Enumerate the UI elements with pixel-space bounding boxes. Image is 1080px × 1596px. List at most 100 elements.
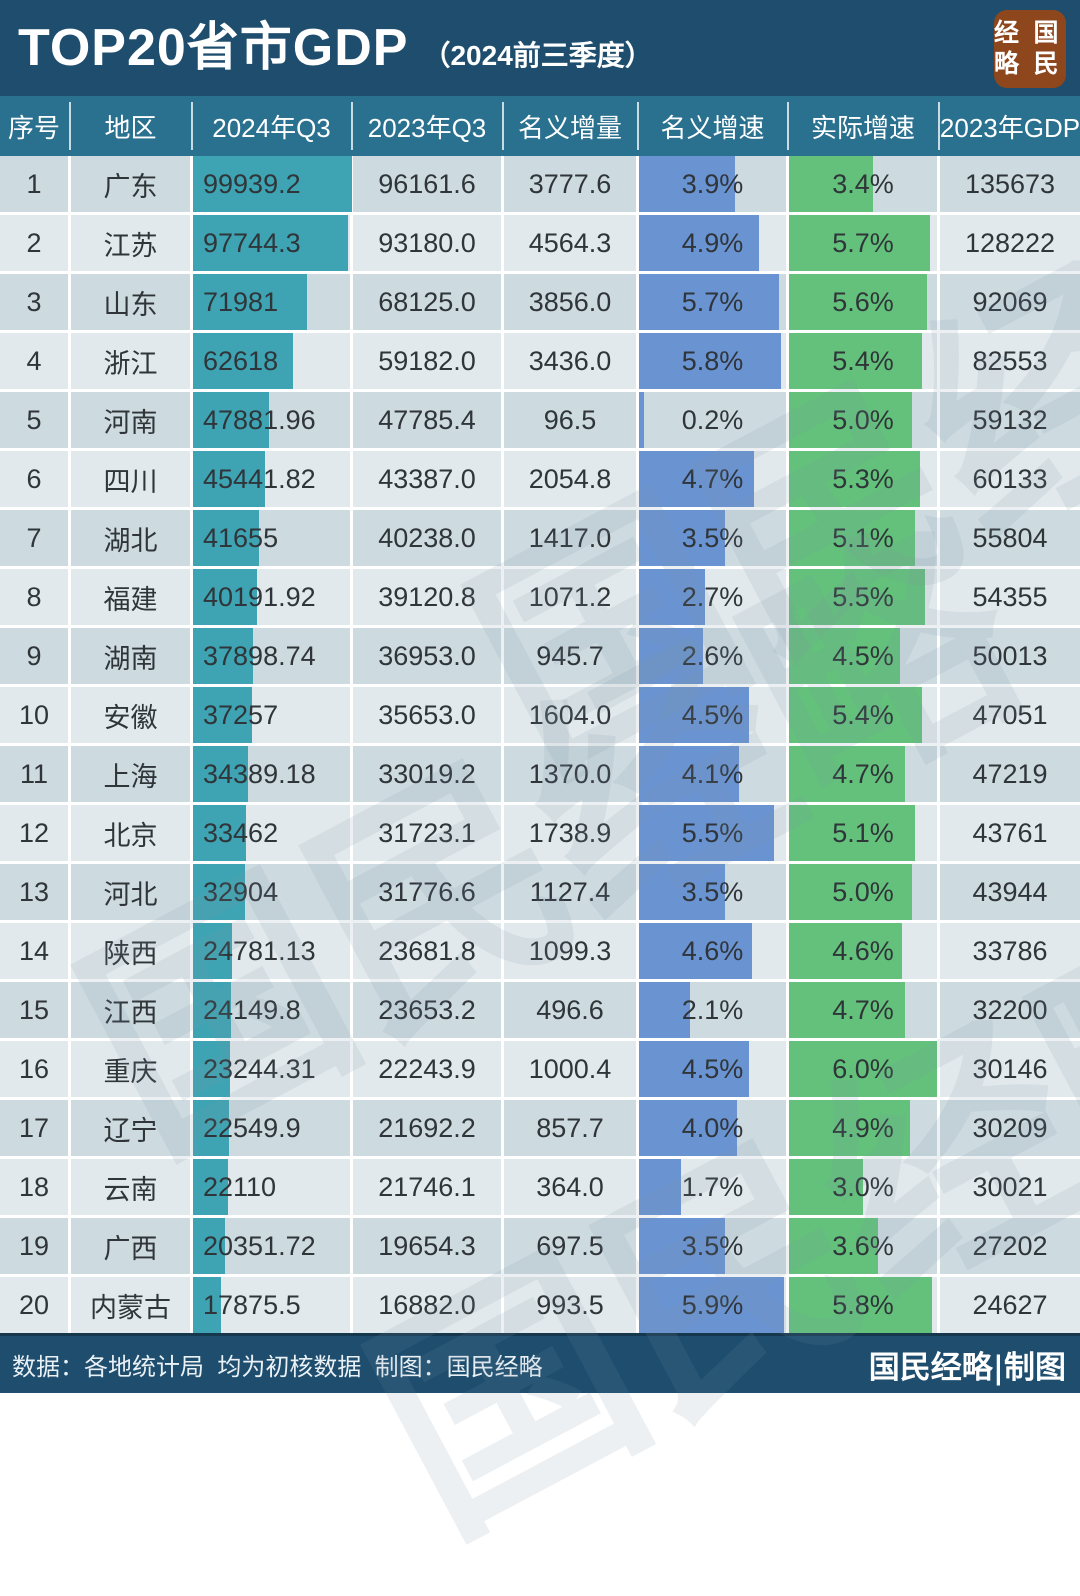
cell-nominal-growth: 3.5% xyxy=(681,522,744,553)
column-divider xyxy=(787,102,789,150)
cell-q3-2023: 23681.8 xyxy=(353,923,501,979)
cell-increase: 1738.9 xyxy=(504,805,636,861)
gdp-2024-bar xyxy=(193,451,266,507)
cell-q3-2023: 19654.3 xyxy=(353,1218,501,1274)
real-growth-bar xyxy=(789,333,923,389)
cell-region: 广西 xyxy=(71,1218,190,1274)
nominal-growth-bar xyxy=(639,510,725,566)
cell-gdp-2023: 55804 xyxy=(940,510,1080,566)
cell-q3-2023: 93180.0 xyxy=(353,215,501,271)
cell-region: 江西 xyxy=(71,982,190,1038)
cell-gdp-2023: 30209 xyxy=(940,1100,1080,1156)
cell-rank: 1 xyxy=(0,156,68,212)
cell-q3-2023: 68125.0 xyxy=(353,274,501,330)
nominal-growth-bar xyxy=(639,156,735,212)
cell-q3-2024: 71981 xyxy=(203,286,279,317)
cell-q3-2024: 45441.82 xyxy=(203,463,316,494)
cell-q3-2024: 24149.8 xyxy=(203,994,301,1025)
cell-increase: 3777.6 xyxy=(504,156,636,212)
cell-rank: 2 xyxy=(0,215,68,271)
cell-gdp-2023: 30146 xyxy=(940,1041,1080,1097)
brand-logo-right-column: 国民 xyxy=(1033,18,1059,78)
cell-gdp-2023: 60133 xyxy=(940,451,1080,507)
cell-increase: 697.5 xyxy=(504,1218,636,1274)
cell-gdp-2023: 43944 xyxy=(940,864,1080,920)
cell-rank: 17 xyxy=(0,1100,68,1156)
cell-q3-2023: 31776.6 xyxy=(353,864,501,920)
cell-q3-2024: 37898.74 xyxy=(203,640,316,671)
table-row: 1 广东 99939.2 96161.6 3777.6 3.9% 3.4% 13… xyxy=(0,156,1080,212)
cell-nominal-growth: 5.5% xyxy=(681,817,744,848)
cell-q3-2023: 21746.1 xyxy=(353,1159,501,1215)
cell-gdp-2023: 128222 xyxy=(940,215,1080,271)
footer: 数据：各地统计局 均为初核数据 制图：国民经略 国民经略|制图 xyxy=(0,1333,1080,1393)
cell-increase: 993.5 xyxy=(504,1277,636,1333)
cell-increase: 4564.3 xyxy=(504,215,636,271)
cell-nominal-growth: 5.8% xyxy=(681,345,744,376)
cell-real-growth: 4.7% xyxy=(832,758,894,789)
cell-nominal-growth: 4.1% xyxy=(681,758,744,789)
nominal-growth-bar xyxy=(639,982,691,1038)
cell-increase: 1071.2 xyxy=(504,569,636,625)
cell-gdp-2023: 43761 xyxy=(940,805,1080,861)
cell-q3-2024: 41655 xyxy=(203,522,279,553)
gdp-2024-bar xyxy=(193,1100,229,1156)
nominal-growth-bar xyxy=(639,1218,725,1274)
cell-q3-2023: 47785.4 xyxy=(353,392,501,448)
real-growth-bar xyxy=(789,451,920,507)
cell-rank: 7 xyxy=(0,510,68,566)
cell-rank: 8 xyxy=(0,569,68,625)
column-divider xyxy=(69,102,71,150)
cell-rank: 10 xyxy=(0,687,68,743)
real-growth-bar xyxy=(789,1041,937,1097)
cell-q3-2023: 96161.6 xyxy=(353,156,501,212)
real-growth-bar xyxy=(789,923,903,979)
cell-q3-2024: 99939.2 xyxy=(203,168,301,199)
cell-nominal-growth: 4.7% xyxy=(681,463,744,494)
cell-real-growth: 4.6% xyxy=(832,935,894,966)
cell-q3-2024: 40191.92 xyxy=(203,581,316,612)
cell-gdp-2023: 32200 xyxy=(940,982,1080,1038)
table-row: 6 四川 45441.82 43387.0 2054.8 4.7% 5.3% 6… xyxy=(0,451,1080,507)
real-growth-bar xyxy=(789,569,925,625)
cell-increase: 3436.0 xyxy=(504,333,636,389)
cell-q3-2024: 24781.13 xyxy=(203,935,316,966)
cell-rank: 18 xyxy=(0,1159,68,1215)
gdp-2024-bar xyxy=(193,805,247,861)
gdp-2024-bar xyxy=(193,510,260,566)
cell-real-growth: 5.1% xyxy=(832,817,894,848)
cell-q3-2024: 23244.31 xyxy=(203,1053,316,1084)
cell-gdp-2023: 27202 xyxy=(940,1218,1080,1274)
cell-region: 湖北 xyxy=(71,510,190,566)
real-growth-bar xyxy=(789,628,900,684)
cell-region: 北京 xyxy=(71,805,190,861)
cell-real-growth: 4.9% xyxy=(832,1112,894,1143)
cell-gdp-2023: 47051 xyxy=(940,687,1080,743)
cell-q3-2024: 37257 xyxy=(203,699,279,730)
cell-rank: 15 xyxy=(0,982,68,1038)
gdp-2024-bar xyxy=(193,746,248,802)
gdp-2024-bar xyxy=(193,923,233,979)
cell-real-growth: 5.4% xyxy=(832,699,894,730)
brand-logo-left-column: 经略 xyxy=(994,18,1020,78)
table-row: 20 内蒙古 17875.5 16882.0 993.5 5.9% 5.8% 2… xyxy=(0,1277,1080,1333)
cell-nominal-growth: 1.7% xyxy=(681,1171,744,1202)
cell-increase: 96.5 xyxy=(504,392,636,448)
table-row: 9 湖南 37898.74 36953.0 945.7 2.6% 4.5% 50… xyxy=(0,628,1080,684)
real-growth-bar xyxy=(789,510,915,566)
cell-q3-2023: 39120.8 xyxy=(353,569,501,625)
cell-increase: 1604.0 xyxy=(504,687,636,743)
gdp-2024-bar xyxy=(193,274,308,330)
nominal-growth-bar xyxy=(639,569,706,625)
cell-q3-2023: 59182.0 xyxy=(353,333,501,389)
column-header: 序号 xyxy=(7,112,60,143)
table-row: 14 陕西 24781.13 23681.8 1099.3 4.6% 4.6% … xyxy=(0,923,1080,979)
table-row: 12 北京 33462 31723.1 1738.9 5.5% 5.1% 437… xyxy=(0,805,1080,861)
column-header: 实际增速 xyxy=(810,112,915,143)
nominal-growth-bar xyxy=(639,1100,737,1156)
page-subtitle: （2024前三季度） xyxy=(422,40,653,71)
cell-q3-2023: 23653.2 xyxy=(353,982,501,1038)
cell-region: 上海 xyxy=(71,746,190,802)
cell-real-growth: 5.8% xyxy=(832,1289,894,1320)
cell-gdp-2023: 92069 xyxy=(940,274,1080,330)
